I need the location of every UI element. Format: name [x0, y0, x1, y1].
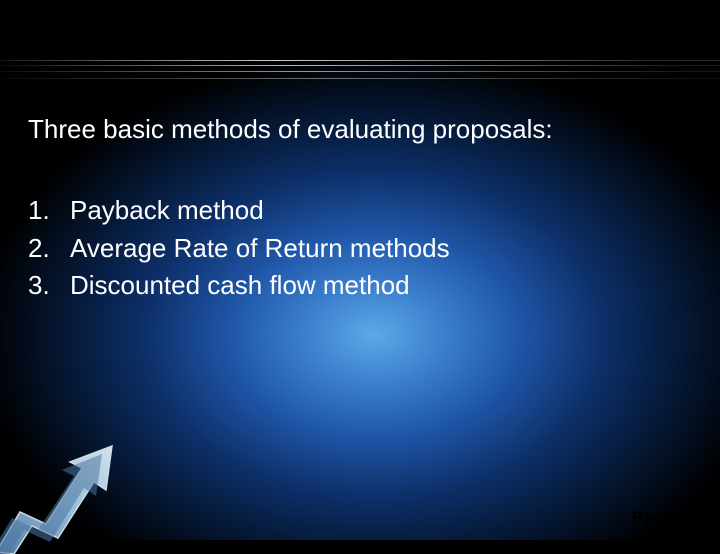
list-number: 3. [28, 267, 70, 305]
divider-line [0, 65, 720, 66]
list-text: Payback method [70, 192, 264, 230]
list-text: Discounted cash flow method [70, 267, 410, 305]
divider-line [0, 71, 720, 72]
list-item: 2. Average Rate of Return methods [28, 230, 450, 268]
title-area: Methods of Economic Evaluation [0, 14, 720, 47]
slide-title: Methods of Economic Evaluation [0, 14, 720, 47]
slide: Methods of Economic Evaluation Three bas… [0, 0, 720, 540]
page-number: Page 33 [632, 508, 696, 528]
divider-lines [0, 56, 720, 86]
list-number: 1. [28, 192, 70, 230]
slide-subtitle: Three basic methods of evaluating propos… [28, 114, 553, 145]
numbered-list: 1. Payback method 2. Average Rate of Ret… [28, 192, 450, 305]
list-item: 1. Payback method [28, 192, 450, 230]
list-text: Average Rate of Return methods [70, 230, 450, 268]
list-item: 3. Discounted cash flow method [28, 267, 450, 305]
divider-line [0, 60, 720, 61]
arrow-icon [0, 434, 146, 554]
list-number: 2. [28, 230, 70, 268]
divider-line [0, 78, 720, 79]
